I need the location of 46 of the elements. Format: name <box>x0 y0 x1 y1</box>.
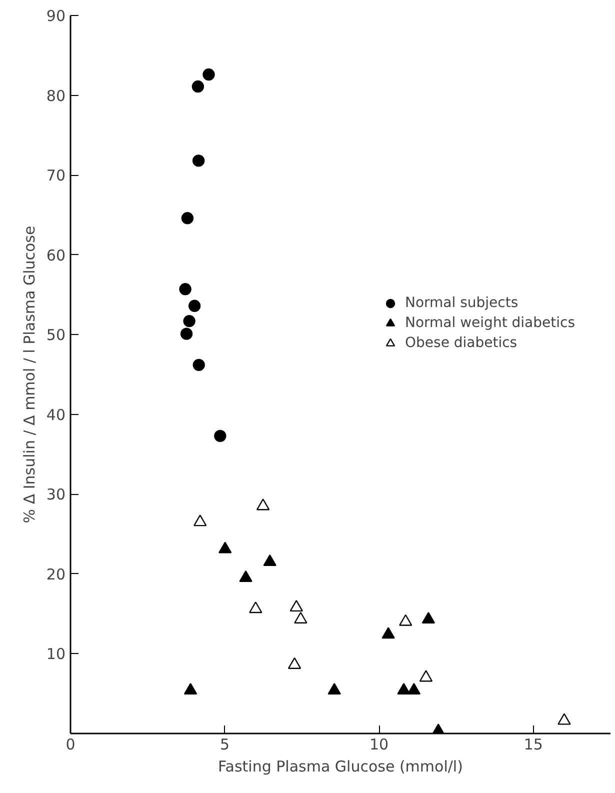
x-tick-label: 5 <box>220 736 230 754</box>
y-tick-label: 90 <box>46 7 66 25</box>
point <box>558 713 571 725</box>
point <box>202 68 215 81</box>
legend-label: Normal weight diabetics <box>405 315 575 331</box>
y-tick-label: 70 <box>46 166 66 185</box>
point <box>239 570 252 582</box>
point <box>249 602 262 614</box>
point <box>192 358 205 372</box>
point <box>288 657 302 669</box>
legend-label: Obese diabetics <box>405 335 518 351</box>
point <box>263 554 276 566</box>
point <box>184 682 198 694</box>
point <box>399 614 412 626</box>
point <box>192 154 205 167</box>
point <box>382 627 395 639</box>
y-tick-label: 80 <box>46 86 66 105</box>
legend-label: Normal subjects <box>405 295 518 311</box>
point <box>183 314 196 328</box>
point <box>181 212 194 224</box>
x-tick-label: 10 <box>370 736 389 754</box>
y-tick-label: 60 <box>46 246 66 264</box>
x-tick-label: 15 <box>524 736 543 754</box>
point <box>407 682 421 694</box>
point <box>328 682 341 694</box>
y-tick-label: 30 <box>46 486 66 504</box>
point <box>256 498 270 510</box>
point <box>397 682 410 694</box>
point <box>192 80 204 93</box>
point <box>218 542 232 554</box>
y-tick-label: 50 <box>46 326 66 344</box>
point <box>179 283 192 296</box>
point <box>188 300 201 312</box>
point <box>180 328 193 340</box>
point <box>194 514 207 526</box>
point <box>422 612 436 624</box>
y-tick-label: 20 <box>46 565 66 584</box>
point <box>419 670 433 682</box>
y-tick-label: 10 <box>46 645 66 664</box>
point <box>214 430 226 442</box>
y-tick-label: 40 <box>46 406 66 424</box>
point <box>290 600 303 612</box>
x-tick-label: 0 <box>66 736 76 754</box>
y-axis-title: % Δ Insulin / Δ mmol / l Plasma Glucose <box>20 226 38 524</box>
x-axis-title: Fasting Plasma Glucose (mmol/l) <box>218 758 463 776</box>
point <box>294 612 308 624</box>
